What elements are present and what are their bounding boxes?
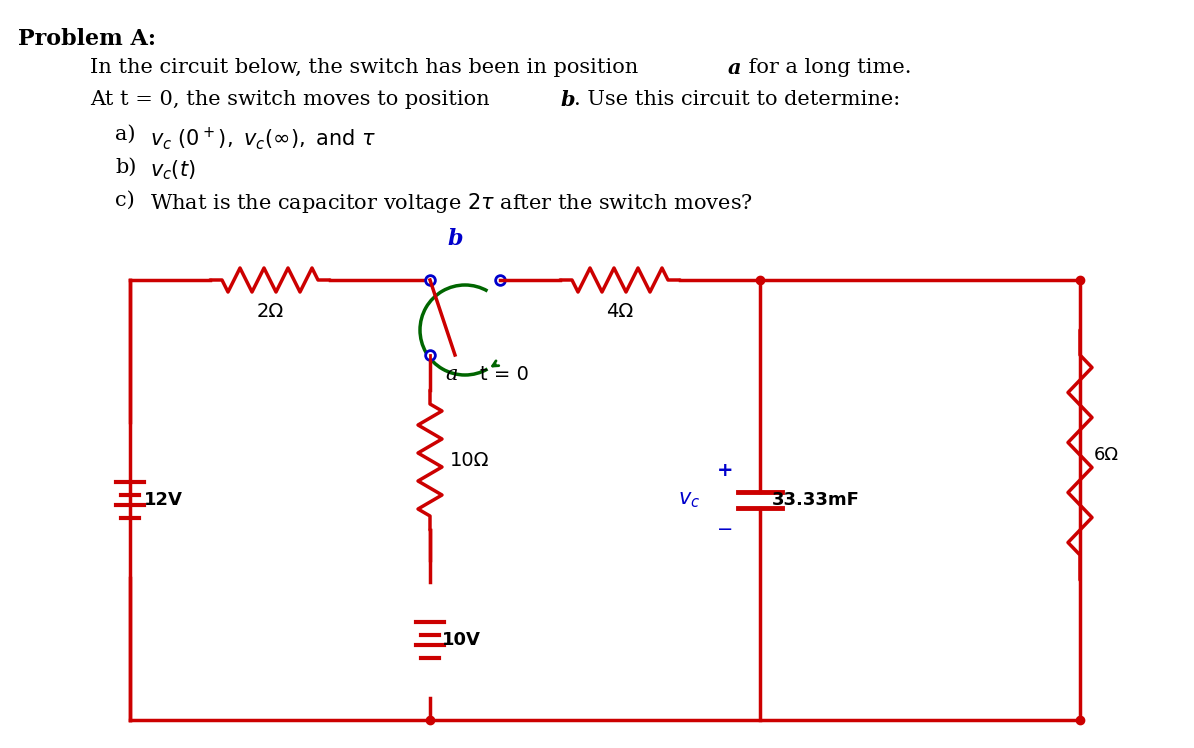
Text: Problem A:: Problem A: xyxy=(18,28,156,50)
Text: 12V: 12V xyxy=(144,491,183,509)
Text: b: b xyxy=(560,90,574,110)
Text: +: + xyxy=(716,461,733,479)
Text: $v_c\ (0^+),\ v_c(\infty),\ \mathrm{and}\ \tau$: $v_c\ (0^+),\ v_c(\infty),\ \mathrm{and}… xyxy=(150,125,376,152)
Text: t = 0: t = 0 xyxy=(480,365,529,384)
Text: 10Ω: 10Ω xyxy=(450,450,490,470)
Text: 4Ω: 4Ω xyxy=(607,302,634,321)
Text: a): a) xyxy=(115,125,135,144)
Text: 6Ω: 6Ω xyxy=(1094,446,1119,464)
Text: 10V: 10V xyxy=(442,631,481,649)
Text: What is the capacitor voltage $2\tau$ after the switch moves?: What is the capacitor voltage $2\tau$ af… xyxy=(150,191,753,215)
Text: c): c) xyxy=(115,191,135,210)
Text: $v_c$: $v_c$ xyxy=(678,490,700,510)
Text: $v_c(t)$: $v_c(t)$ xyxy=(150,158,196,182)
Text: 2Ω: 2Ω xyxy=(257,302,284,321)
Text: At t = 0, the switch moves to position: At t = 0, the switch moves to position xyxy=(90,90,497,109)
Text: 33.33mF: 33.33mF xyxy=(773,491,860,509)
Text: In the circuit below, the switch has been in position: In the circuit below, the switch has bee… xyxy=(90,58,645,77)
Text: −: − xyxy=(716,521,733,539)
Text: . Use this circuit to determine:: . Use this circuit to determine: xyxy=(574,90,900,109)
Text: b: b xyxy=(448,228,463,250)
Text: for a long time.: for a long time. xyxy=(741,58,911,77)
Text: a: a xyxy=(445,365,457,384)
Text: b): b) xyxy=(115,158,136,177)
Text: a: a xyxy=(728,58,741,78)
